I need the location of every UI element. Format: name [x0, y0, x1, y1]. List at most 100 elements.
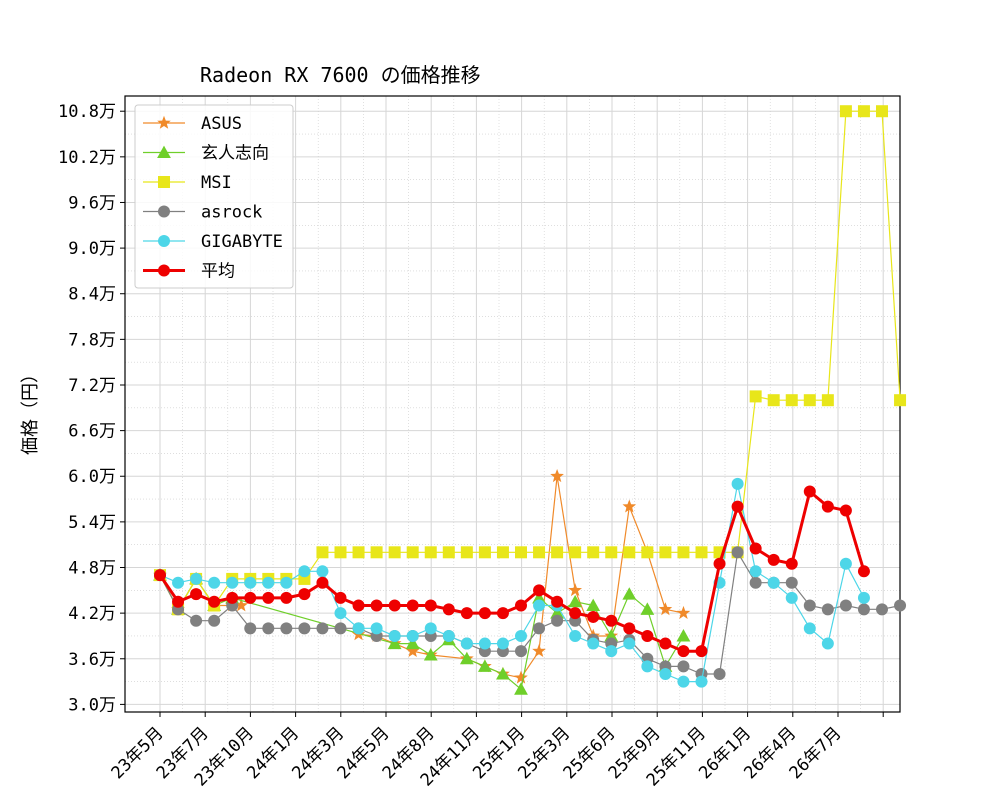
series-平均-point	[190, 588, 203, 601]
series-平均-point	[226, 591, 239, 604]
series-gigabyte-point	[605, 645, 618, 658]
series-asrock-point	[803, 599, 816, 612]
legend-marker	[157, 115, 171, 129]
series-gigabyte-point	[406, 629, 419, 642]
series-gigabyte-point	[677, 675, 690, 688]
series-msi-point	[388, 546, 401, 559]
series-gigabyte-point	[785, 591, 798, 604]
series-gigabyte-point	[533, 599, 546, 612]
series-平均-point	[424, 599, 437, 612]
series-msi-point	[569, 546, 582, 559]
series-msi-point	[767, 394, 780, 407]
series-msi-point	[551, 546, 564, 559]
series-asrock-point	[280, 622, 293, 635]
series-asrock-point	[316, 622, 329, 635]
y-tick-label: 6.6万	[68, 422, 116, 442]
series-平均-point	[605, 614, 618, 627]
y-tick-label: 4.8万	[68, 559, 116, 579]
series-玄人志向-line	[159, 574, 685, 690]
series-平均-point	[515, 599, 527, 612]
series-asrock-point	[713, 667, 726, 680]
series-平均-point	[623, 622, 636, 635]
series-平均-point	[695, 645, 708, 658]
series-玄人志向-point	[604, 629, 619, 642]
series-平均-point	[496, 607, 509, 620]
series-msi-point	[695, 546, 708, 559]
series-gigabyte-point	[208, 576, 221, 589]
series-gigabyte-point	[316, 565, 329, 578]
series-msi-point	[478, 546, 491, 559]
series-msi-point	[641, 546, 654, 559]
series-gigabyte-point	[749, 565, 762, 578]
series-gigabyte-point	[226, 576, 239, 589]
series-平均-point	[370, 599, 383, 612]
series-msi-point	[659, 546, 672, 559]
series-msi-point	[803, 394, 816, 407]
series-gigabyte-point	[478, 637, 491, 650]
series-gigabyte-point	[587, 637, 600, 650]
series-gigabyte-point	[442, 629, 455, 642]
series-msi-point	[821, 394, 834, 407]
series-msi-point	[876, 105, 888, 118]
series-平均-point	[280, 591, 293, 604]
series-平均-point	[154, 569, 166, 582]
y-tick-label: 7.8万	[68, 330, 116, 350]
series-玄人志向-point	[478, 659, 492, 672]
legend-label: GIGABYTE	[201, 232, 283, 252]
y-tick-label: 9.6万	[68, 193, 116, 213]
series-layer	[153, 105, 907, 695]
series-平均-point	[298, 588, 311, 601]
legend-marker	[158, 176, 170, 188]
series-asrock-point	[244, 622, 257, 635]
series-asrock-point	[190, 614, 203, 627]
series-gigabyte-point	[352, 622, 365, 635]
series-asrock-point	[208, 614, 221, 627]
y-tick-label: 5.4万	[68, 513, 116, 533]
series-玄人志向-point	[676, 629, 691, 642]
series-gigabyte-point	[190, 572, 203, 585]
y-axis-label: 価格（円）	[20, 365, 41, 455]
chart-title: Radeon RX 7600 の価格推移	[200, 63, 481, 87]
series-平均-point	[587, 610, 600, 623]
series-平均-point	[172, 595, 185, 608]
series-平均-point	[460, 607, 473, 620]
series-asus-point	[568, 583, 582, 597]
series-平均-point	[208, 595, 221, 608]
series-msi-point	[749, 390, 762, 403]
series-平均-point	[713, 557, 726, 570]
series-gigabyte-point	[424, 622, 437, 635]
series-平均-point	[641, 629, 654, 642]
series-平均-point	[569, 607, 582, 620]
series-玄人志向-point	[622, 587, 637, 600]
series-msi-point	[623, 546, 636, 559]
series-玄人志向-point	[514, 682, 528, 695]
series-asrock-point	[298, 622, 311, 635]
y-tick-label: 3.0万	[68, 695, 116, 715]
series-asrock-point	[262, 622, 275, 635]
series-asus-point	[658, 602, 673, 616]
series-平均-point	[352, 599, 365, 612]
series-玄人志向-point	[586, 598, 601, 612]
series-msi-point	[857, 105, 870, 118]
series-msi-point	[515, 546, 527, 559]
series-asrock-point	[839, 599, 852, 612]
series-msi-point	[894, 394, 907, 407]
series-平均-point	[551, 595, 564, 608]
series-msi-point	[352, 546, 365, 559]
legend: ASUS 玄人志向 MSI asrock GIGABYTE 平均	[134, 104, 294, 289]
series-asus-point	[234, 598, 249, 612]
series-asrock-point	[533, 622, 546, 635]
series-asrock-point	[821, 603, 834, 616]
legend-label: 玄人志向	[201, 144, 269, 164]
series-asus-point	[405, 644, 420, 657]
series-平均-point	[262, 591, 275, 604]
series-gigabyte-point	[262, 576, 275, 589]
series-gigabyte-point	[496, 637, 509, 650]
series-平均-point	[767, 553, 780, 566]
series-玄人志向-point	[532, 591, 546, 604]
y-tick-label: 10.8万	[58, 102, 116, 122]
y-tick-label: 6.0万	[68, 467, 116, 487]
series-平均	[154, 485, 870, 658]
series-玄人志向-point	[387, 636, 402, 650]
series-msi-point	[587, 546, 600, 559]
